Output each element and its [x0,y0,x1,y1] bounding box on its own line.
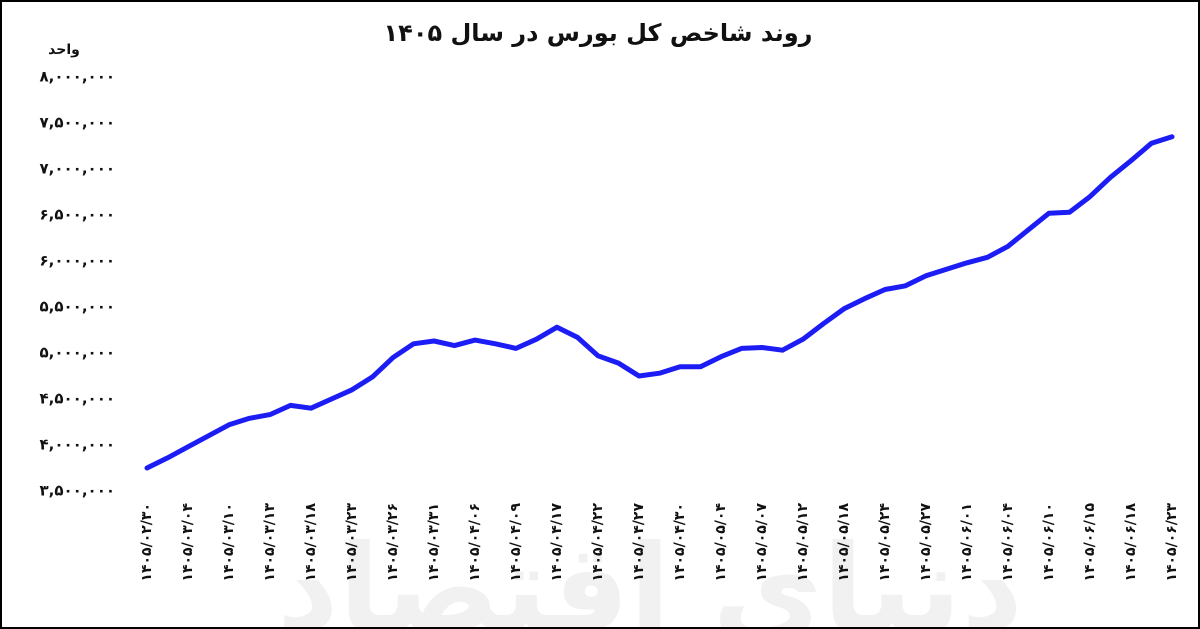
y-tick-label: ۴,۰۰۰,۰۰۰ [40,436,115,454]
chart-title: روند شاخص کل بورس در سال ۱۴۰۵ [384,19,813,47]
x-tick-label: ۱۴۰۵/۰۵/۰۴ [713,503,729,582]
x-tick-label: ۱۴۰۵/۰۵/۲۴ [877,503,893,582]
x-tick-label: ۱۴۰۵/۰۵/۰۷ [754,503,770,582]
x-tick-label: ۱۴۰۵/۰۵/۱۸ [836,503,852,582]
x-tick-label: ۱۴۰۵/۰۳/۲۶ [385,503,401,582]
x-tick-label: ۱۴۰۵/۰۶/۰۱ [959,503,975,582]
watermark: دنیای اقتصاد [277,520,1023,629]
y-axis-label: واحد [48,42,80,58]
x-tick-label: ۱۴۰۵/۰۴/۲۷ [631,503,647,582]
y-tick-label: ۷,۰۰۰,۰۰۰ [40,160,115,178]
x-tick-label: ۱۴۰۵/۰۶/۱۸ [1123,503,1139,582]
x-tick-label: ۱۴۰۵/۰۳/۱۸ [303,503,319,582]
x-tick-label: ۱۴۰۵/۰۶/۰۴ [1000,503,1016,582]
x-tick-label: ۱۴۰۵/۰۳/۰۴ [180,503,196,582]
x-tick-label: ۱۴۰۵/۰۶/۱۵ [1082,503,1098,582]
y-tick-label: ۵,۵۰۰,۰۰۰ [40,298,115,316]
x-tick-label: ۱۴۰۵/۰۴/۱۷ [549,503,565,582]
x-tick-label: ۱۴۰۵/۰۴/۲۲ [590,503,606,582]
y-tick-label: ۵,۰۰۰,۰۰۰ [40,344,115,362]
x-tick-label: ۱۴۰۵/۰۴/۰۶ [467,503,483,582]
x-tick-label: ۱۴۰۵/۰۳/۳۱ [426,503,442,582]
x-tick-label: ۱۴۰۵/۰۳/۱۰ [221,503,237,582]
y-tick-label: ۶,۰۰۰,۰۰۰ [40,252,115,270]
x-tick-label: ۱۴۰۵/۰۴/۰۹ [508,503,524,582]
y-tick-label: ۳,۵۰۰,۰۰۰ [40,482,115,500]
x-tick-label: ۱۴۰۵/۰۶/۲۳ [1164,503,1180,582]
x-tick-label: ۱۴۰۵/۰۲/۳۰ [139,503,155,582]
x-tick-label: ۱۴۰۵/۰۵/۲۷ [918,503,934,582]
data-line [144,134,1175,471]
x-tick-label: ۱۴۰۵/۰۳/۱۳ [262,503,278,582]
x-tick-label: ۱۴۰۵/۰۵/۱۲ [795,503,811,582]
y-tick-label: ۴,۵۰۰,۰۰۰ [40,390,115,408]
x-tick-label: ۱۴۰۵/۰۴/۳۰ [672,503,688,582]
y-tick-label: ۸,۰۰۰,۰۰۰ [40,68,115,86]
y-tick-label: ۷,۵۰۰,۰۰۰ [40,114,115,132]
y-tick-label: ۶,۵۰۰,۰۰۰ [40,206,115,224]
x-tick-label: ۱۴۰۵/۰۶/۱۰ [1041,503,1057,582]
x-tick-label: ۱۴۰۵/۰۳/۲۳ [344,503,360,582]
